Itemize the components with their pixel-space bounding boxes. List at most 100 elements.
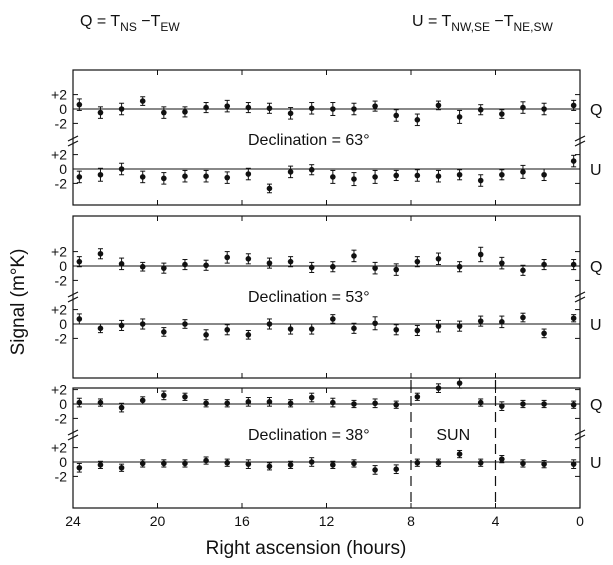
- data-point: [499, 456, 505, 462]
- data-point: [541, 330, 547, 337]
- data-point: [97, 250, 104, 257]
- data-point: [118, 404, 125, 411]
- data-point: [351, 325, 357, 332]
- data-point: [499, 260, 505, 266]
- data-point: [330, 174, 336, 180]
- data-point: [118, 261, 125, 267]
- data-point: [520, 460, 526, 467]
- data-point: [499, 319, 505, 325]
- data-point: [414, 117, 421, 123]
- data-point: [287, 400, 294, 407]
- data-point: [224, 400, 231, 407]
- data-point: [570, 461, 577, 467]
- y-tick-label: -2: [55, 410, 68, 426]
- data-point: [435, 385, 442, 391]
- data-point: [266, 321, 273, 327]
- axis-break-mark: [574, 296, 586, 303]
- axis-break-mark: [67, 296, 79, 303]
- data-point: [266, 185, 273, 192]
- data-point: [76, 399, 83, 406]
- data-point: [477, 106, 484, 113]
- series-label-q: Q: [590, 259, 602, 276]
- y-tick-label: -2: [55, 272, 68, 288]
- axis-break-mark: [574, 434, 586, 441]
- axis-break-mark: [67, 434, 79, 441]
- declination-label: Declination = 38°: [248, 427, 370, 444]
- data-point: [570, 158, 577, 164]
- data-point: [97, 109, 104, 116]
- y-tick-label: 0: [59, 316, 67, 332]
- data-point: [351, 176, 357, 182]
- data-point: [118, 464, 125, 471]
- data-point: [520, 314, 526, 321]
- y-tick-label: +2: [51, 382, 67, 398]
- y-tick-label: 0: [59, 454, 67, 470]
- data-point: [372, 103, 378, 109]
- data-point: [351, 401, 357, 407]
- data-point: [456, 380, 463, 386]
- data-point: [330, 462, 336, 468]
- data-point: [520, 401, 526, 407]
- data-point: [139, 98, 146, 104]
- data-point: [456, 451, 463, 457]
- axis-break-mark: [574, 291, 586, 298]
- x-tick-label: 20: [150, 513, 166, 529]
- data-point: [287, 110, 294, 117]
- x-tick-label: 16: [234, 513, 250, 529]
- data-point: [97, 325, 104, 332]
- data-point: [351, 460, 357, 467]
- data-point: [435, 255, 442, 262]
- data-point: [308, 105, 315, 112]
- data-point: [414, 172, 421, 179]
- data-point: [287, 462, 294, 468]
- data-point: [499, 111, 505, 117]
- data-point: [393, 401, 400, 408]
- data-point: [372, 320, 378, 327]
- data-point: [76, 316, 83, 322]
- data-point: [203, 104, 209, 111]
- y-tick-label: 0: [59, 101, 67, 117]
- data-point: [182, 394, 188, 400]
- data-point: [499, 403, 505, 409]
- data-point: [76, 174, 83, 180]
- sun-annotation: SUN: [436, 427, 470, 444]
- y-tick-label: -2: [55, 330, 68, 346]
- data-point: [203, 457, 209, 464]
- data-point: [182, 460, 188, 467]
- declination-label: Declination = 63°: [248, 132, 370, 149]
- data-point: [139, 397, 146, 404]
- data-point: [161, 175, 167, 182]
- data-point: [541, 401, 547, 407]
- data-point: [139, 263, 146, 270]
- declination-label: Declination = 53°: [248, 289, 370, 306]
- data-point: [456, 114, 463, 120]
- axis-break-mark: [67, 429, 79, 436]
- axis-break-mark: [574, 140, 586, 147]
- data-point: [308, 459, 315, 465]
- u-definition: U = TNW,SE −TNE,SW: [412, 13, 554, 34]
- data-point: [97, 171, 104, 178]
- series-label-u: U: [590, 317, 602, 334]
- x-tick-label: 12: [319, 513, 335, 529]
- data-point: [330, 263, 336, 270]
- data-point: [224, 459, 231, 466]
- data-point: [456, 323, 463, 329]
- data-point: [139, 460, 146, 467]
- y-tick-label: 0: [59, 258, 67, 274]
- x-tick-label: 24: [65, 513, 81, 529]
- data-point: [118, 322, 125, 329]
- data-point: [393, 172, 400, 179]
- data-point: [414, 394, 421, 400]
- x-tick-label: 4: [492, 513, 500, 529]
- data-point: [308, 166, 315, 173]
- data-point: [435, 102, 442, 109]
- data-point: [414, 258, 421, 265]
- data-point: [182, 261, 188, 268]
- data-point: [224, 103, 231, 109]
- y-tick-label: 0: [59, 396, 67, 412]
- data-point: [570, 315, 577, 322]
- data-point: [76, 101, 83, 108]
- data-point: [393, 266, 400, 273]
- data-point: [414, 459, 421, 466]
